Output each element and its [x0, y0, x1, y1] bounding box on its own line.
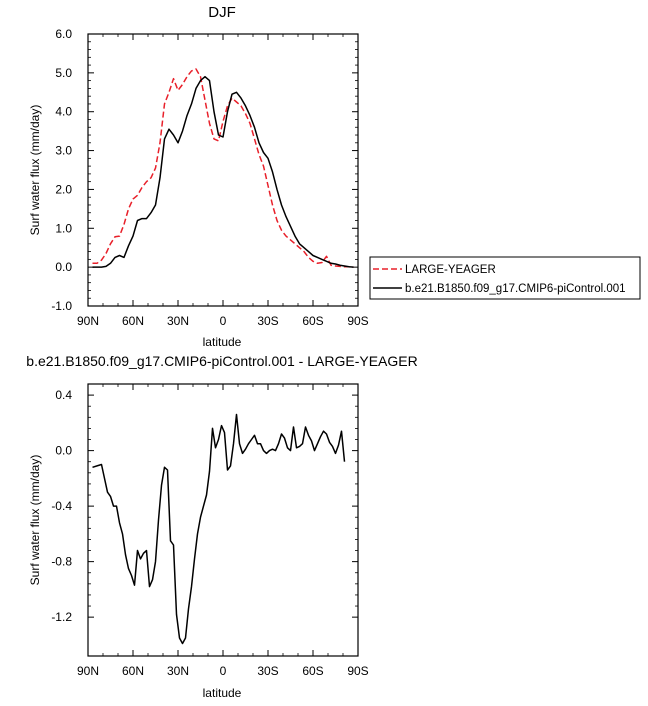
legend-label-picontrol: b.e21.B1850.f09_g17.CMIP6-piControl.001: [405, 283, 626, 295]
b-e21-b1850-f09-g17-cmip6-picontrol-001-series-line: [92, 75, 354, 268]
bottom-panel: b.e21.B1850.f09_g17.CMIP6-piControl.001 …: [26, 353, 417, 700]
top-plot-frame: [87, 33, 359, 307]
top-x-axis-label: latitude: [203, 335, 242, 349]
x-tick-label: 90N: [77, 314, 99, 328]
y-tick-label: 0.0: [55, 444, 72, 458]
top-panel: DJF 90N 60N 30N 0 30S 60S 90S -1.0 0.0 1.0 2.0 3.0…: [28, 4, 369, 349]
legend-box: [369, 256, 641, 300]
legend: LARGE-YEAGER b.e21.B1850.f09_g17.CMIP6-p…: [369, 256, 641, 300]
top-y-axis-label: Surf water flux (mm/day): [28, 105, 42, 236]
top-x-tick-labels: 90N 60N 30N 0 30S 60S 90S: [77, 314, 369, 328]
y-tick-label: -0.8: [51, 555, 72, 569]
difference-series-line: [92, 413, 346, 645]
y-tick-label: 5.0: [55, 66, 72, 80]
y-tick-label: 0.0: [55, 260, 72, 274]
x-tick-label: 60N: [122, 664, 144, 678]
x-tick-label: 90S: [347, 314, 368, 328]
y-tick-label: 6.0: [55, 27, 72, 41]
top-series-lines: [92, 68, 354, 268]
large-yeager-series-line: [92, 68, 354, 268]
bottom-y-tick-labels: 0.4 0.0 -0.4 -0.8 -1.2: [51, 388, 72, 624]
x-tick-label: 60S: [302, 314, 323, 328]
y-tick-label: -0.4: [51, 499, 72, 513]
x-tick-label: 30N: [167, 314, 189, 328]
top-chart-title: DJF: [208, 4, 236, 21]
bottom-x-axis-label: latitude: [203, 686, 242, 700]
x-tick-label: 90N: [77, 664, 99, 678]
x-tick-label: 30S: [257, 314, 278, 328]
x-tick-label: 30N: [167, 664, 189, 678]
y-tick-label: 0.4: [55, 388, 72, 402]
top-y-tick-labels: -1.0 0.0 1.0 2.0 3.0 4.0 5.0 6.0: [51, 27, 72, 313]
y-tick-label: -1.2: [51, 610, 72, 624]
y-tick-label: -1.0: [51, 299, 72, 313]
bottom-y-axis-label: Surf water flux (mm/day): [28, 455, 42, 586]
x-tick-label: 0: [220, 664, 227, 678]
y-tick-label: 4.0: [55, 105, 72, 119]
bottom-plot-frame: [87, 383, 359, 657]
bottom-axis-ticks: [87, 384, 359, 656]
x-tick-label: 60S: [302, 664, 323, 678]
x-tick-label: 60N: [122, 314, 144, 328]
top-axis-ticks: [87, 33, 359, 307]
bottom-series-lines: [92, 413, 346, 645]
x-tick-label: 90S: [347, 664, 368, 678]
bottom-chart-title: b.e21.B1850.f09_g17.CMIP6-piControl.001 …: [26, 353, 417, 369]
x-tick-label: 0: [220, 314, 227, 328]
x-tick-label: 30S: [257, 664, 278, 678]
legend-label-large-yeager: LARGE-YEAGER: [405, 264, 496, 276]
y-tick-label: 3.0: [55, 144, 72, 158]
y-tick-label: 2.0: [55, 182, 72, 196]
bottom-x-tick-labels: 90N 60N 30N 0 30S 60S 90S: [77, 664, 369, 678]
y-tick-label: 1.0: [55, 221, 72, 235]
